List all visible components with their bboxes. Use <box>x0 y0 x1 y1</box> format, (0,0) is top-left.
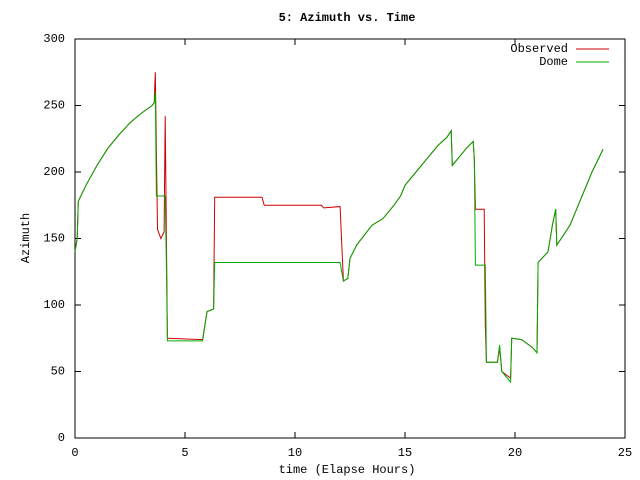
y-tick-label: 50 <box>51 365 65 379</box>
legend-label: Observed <box>510 42 568 56</box>
x-tick-label: 25 <box>618 446 632 460</box>
y-axis-label: Azimuth <box>19 213 33 263</box>
x-tick-label: 15 <box>398 446 412 460</box>
legend-label: Dome <box>539 55 568 69</box>
x-axis-label: time (Elapse Hours) <box>279 463 416 477</box>
y-tick-label: 300 <box>43 32 65 46</box>
x-tick-label: 0 <box>71 446 78 460</box>
y-tick-label: 100 <box>43 298 65 312</box>
y-tick-label: 200 <box>43 165 65 179</box>
series-line <box>74 92 604 384</box>
y-tick-label: 250 <box>43 99 65 113</box>
x-tick-label: 10 <box>288 446 302 460</box>
chart-title: 5: Azimuth vs. Time <box>279 11 416 25</box>
y-tick-label: 150 <box>43 232 65 246</box>
y-tick-label: 0 <box>58 431 65 445</box>
x-tick-label: 20 <box>508 446 522 460</box>
x-tick-label: 5 <box>181 446 188 460</box>
